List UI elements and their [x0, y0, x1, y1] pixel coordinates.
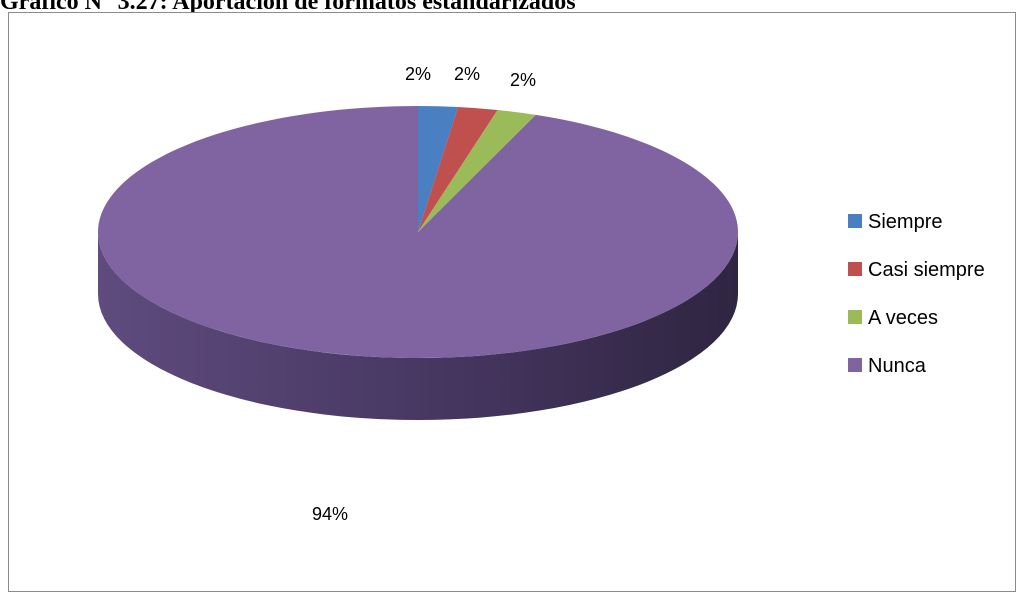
- legend-label: Casi siempre: [868, 259, 985, 281]
- slice-data-label: 94%: [312, 504, 348, 524]
- legend-label: Siempre: [868, 211, 942, 233]
- pie-slice-siempre: [418, 106, 459, 232]
- pie-slice-casi-siempre: [418, 106, 498, 232]
- legend-swatch: [848, 214, 862, 228]
- slice-data-label: 2%: [405, 64, 431, 84]
- legend: Siempre Casi siempre A veces Nunca: [848, 211, 985, 377]
- chart-title: Gráfico N° 3.27: Aportación de formatos …: [0, 0, 576, 15]
- pie-slice-a-veces: [418, 109, 536, 232]
- pie-labels: 2% 2% 2% 94%: [312, 64, 536, 524]
- pie-top: [98, 106, 739, 358]
- slice-data-label: 2%: [454, 64, 480, 84]
- legend-swatch: [848, 262, 862, 276]
- pie-side: [98, 232, 738, 420]
- slice-data-label: 2%: [510, 70, 536, 90]
- pie-side-wall: [98, 232, 738, 420]
- pie-chart: 2% 2% 2% 94% Siempre Casi siempre A veces Nunc…: [98, 64, 985, 524]
- pie-slice-nunca: [98, 106, 739, 358]
- legend-swatch: [848, 358, 862, 372]
- legend-swatch: [848, 310, 862, 324]
- legend-label: A veces: [868, 307, 938, 329]
- legend-label: Nunca: [868, 355, 927, 377]
